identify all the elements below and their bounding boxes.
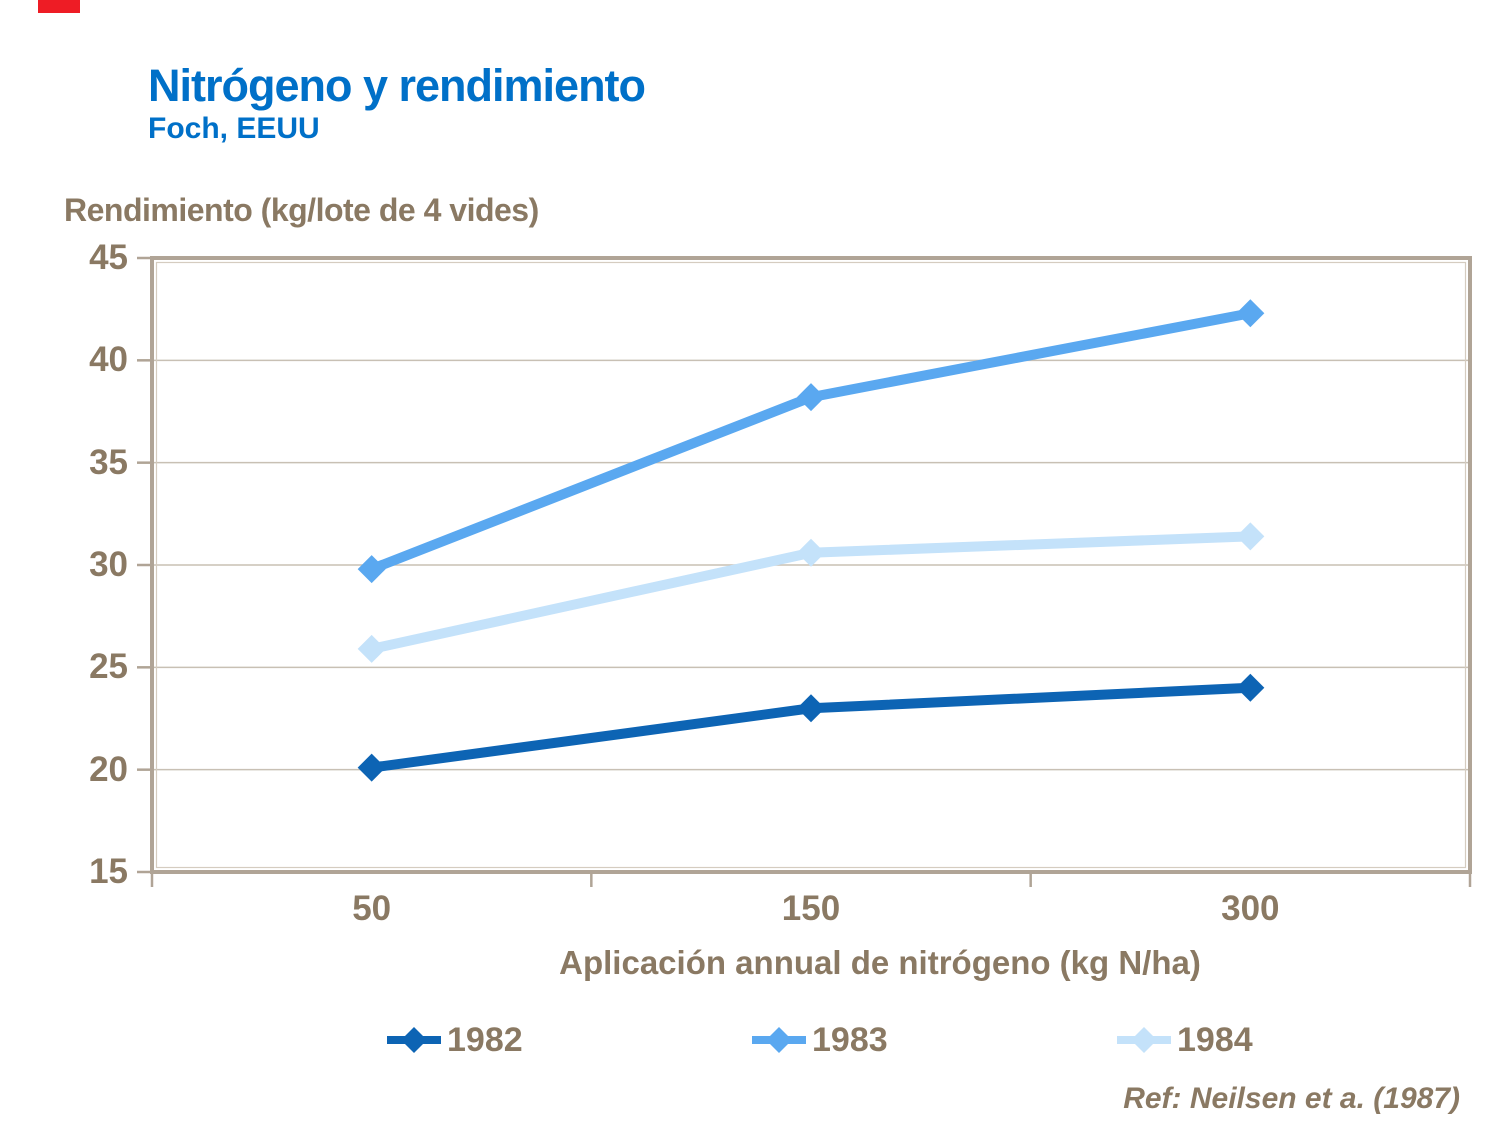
reference-note: Ref: Neilsen et a. (1987) (1123, 1082, 1460, 1115)
legend-item-1984: 1984 (1115, 1018, 1253, 1062)
y-axis-title: Rendimiento (kg/lote de 4 vides) (64, 192, 539, 228)
slide-subtitle: Foch, EEUU (148, 112, 320, 145)
plot-frame (150, 256, 1472, 874)
marker-1983-50 (357, 555, 386, 584)
marker-1983-150 (797, 383, 825, 412)
marker-1984-150 (797, 538, 825, 567)
y-axis-label-35: 35 (89, 442, 128, 482)
legend-label-1984: 1984 (1177, 1020, 1253, 1059)
marker-1982-300 (1236, 673, 1265, 702)
y-axis-label-20: 20 (89, 749, 128, 789)
y-axis-label-15: 15 (89, 852, 128, 891)
x-axis-label-150: 150 (781, 889, 841, 928)
marker-1984-50 (357, 634, 386, 663)
chart-legend: 1982 1983 1984 (0, 1018, 1500, 1066)
legend-label-1983: 1983 (812, 1020, 888, 1059)
marker-1983-300 (1236, 299, 1265, 328)
legend-marker-icon (752, 1027, 806, 1053)
legend-marker-icon (387, 1027, 441, 1053)
x-axis-label-300: 300 (1221, 889, 1280, 928)
legend-label-1982: 1982 (447, 1020, 523, 1059)
y-axis-label-25: 25 (89, 647, 128, 687)
y-axis-label-45: 45 (89, 238, 128, 277)
x-axis-title: Aplicación annual de nitrógeno (kg N/ha) (559, 944, 1201, 981)
legend-item-1983: 1983 (750, 1018, 888, 1062)
marker-1984-300 (1236, 522, 1265, 551)
marker-1982-150 (797, 694, 825, 723)
red-corner-marker (38, 0, 80, 13)
x-axis-label-50: 50 (352, 889, 392, 928)
legend-marker-icon (1117, 1027, 1171, 1053)
plot-frame-inner (155, 261, 1467, 869)
slide-title: Nitrógeno y rendimiento (148, 60, 646, 111)
series-line-1983 (366, 308, 1256, 575)
legend-item-1982: 1982 (385, 1018, 523, 1062)
y-axis-label-40: 40 (89, 340, 128, 380)
marker-1982-50 (357, 753, 386, 782)
y-axis-label-30: 30 (89, 545, 128, 584)
